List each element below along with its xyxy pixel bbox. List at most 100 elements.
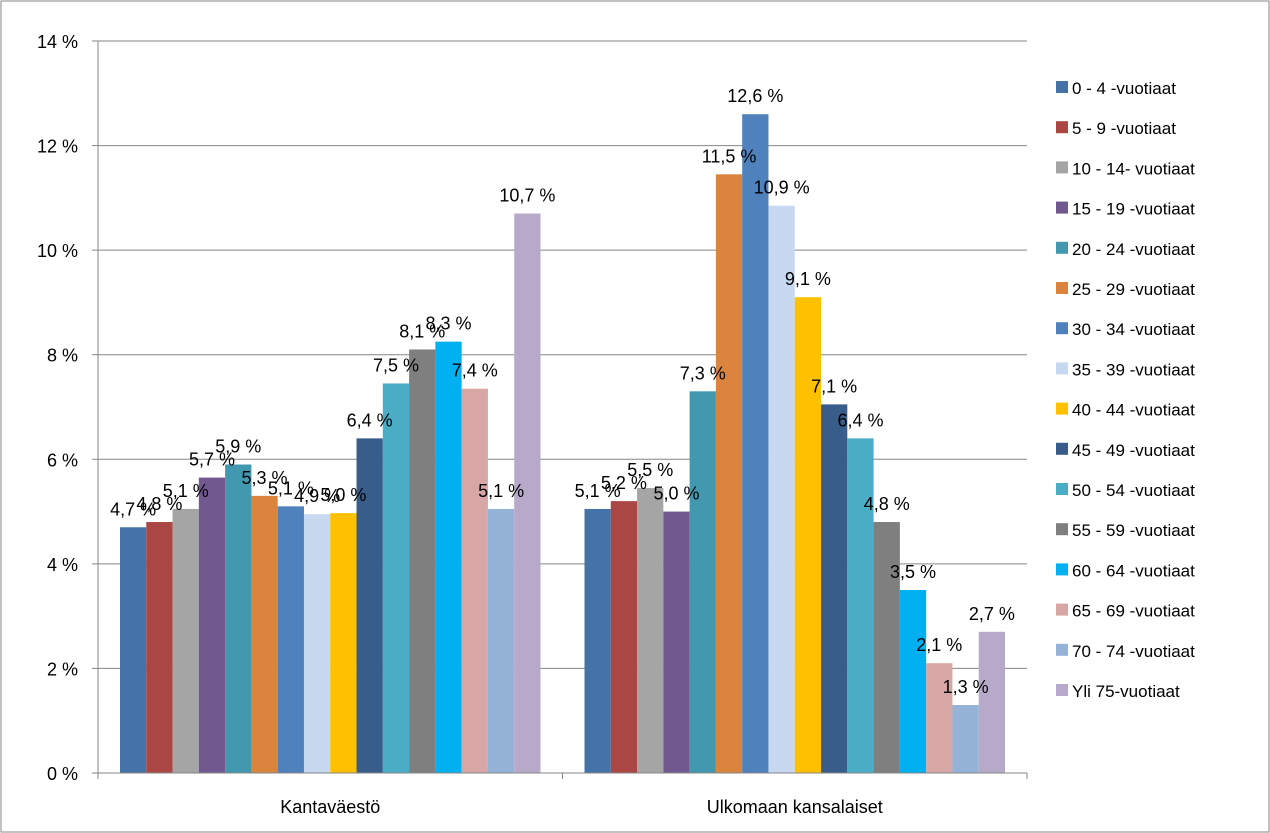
legend-swatch xyxy=(1056,81,1068,93)
bar-value-label: 5,1 % xyxy=(478,481,524,501)
y-tick-label: 12 % xyxy=(37,137,78,157)
bar-value-label: 7,5 % xyxy=(373,355,419,375)
legend-swatch xyxy=(1056,643,1068,656)
bar-value-label: 11,5 % xyxy=(702,146,757,166)
legend-label: 15 - 19 -vuotiaat xyxy=(1072,200,1195,219)
bar-value-label: 5,5 % xyxy=(627,460,673,480)
bar-value-label: 12,6 % xyxy=(727,86,783,106)
legend-swatch xyxy=(1056,241,1068,254)
bar xyxy=(225,464,252,773)
bar-value-label: 9,1 % xyxy=(785,269,831,289)
bar-value-label: 5,0 % xyxy=(320,485,366,505)
legend-swatch xyxy=(1056,603,1068,616)
legend-swatch xyxy=(1056,442,1068,455)
bar xyxy=(172,508,199,773)
bar-value-label: 4,7 % xyxy=(110,499,156,519)
y-tick-label: 4 % xyxy=(47,555,78,575)
bar-value-label: 8,3 % xyxy=(426,314,472,334)
bar-value-label: 5,2 % xyxy=(601,473,647,493)
legend-swatch xyxy=(1056,684,1068,696)
bar-value-label: 5,9 % xyxy=(215,437,261,457)
bar xyxy=(198,477,226,773)
bar xyxy=(952,705,979,773)
legend-label: 45 - 49 -vuotiaat xyxy=(1072,441,1195,460)
bar xyxy=(514,213,541,774)
bar xyxy=(768,205,795,773)
bar xyxy=(715,174,743,774)
bar-value-label: 5,0 % xyxy=(653,484,699,504)
bar-value-label: 4,8 % xyxy=(864,494,910,514)
bar xyxy=(742,114,769,773)
axes: 0 % 2 % 4 % 6 % 8 % 10 % 12 % 14 % Kantaväestö Ul… xyxy=(37,32,1028,817)
x-tick-label: Kantaväestö xyxy=(280,797,380,817)
bar xyxy=(610,501,638,773)
bar xyxy=(277,506,304,773)
legend-swatch xyxy=(1056,121,1068,134)
bar xyxy=(847,438,874,773)
legend-label: 35 - 39 -vuotiaat xyxy=(1072,360,1195,379)
legend-label: 40 - 44 -vuotiaat xyxy=(1072,401,1195,420)
bar xyxy=(821,404,848,773)
bar xyxy=(382,383,410,773)
bar xyxy=(584,508,611,773)
y-tick-label: 6 % xyxy=(47,450,78,470)
bar-value-label: 7,1 % xyxy=(811,376,857,396)
bar xyxy=(873,522,900,773)
bar-value-label: 6,4 % xyxy=(837,410,883,430)
bar xyxy=(330,513,357,773)
bar xyxy=(461,388,488,773)
bar xyxy=(926,663,953,773)
legend-label: 70 - 74 -vuotiaat xyxy=(1072,642,1195,661)
legend-label: 30 - 34 -vuotiaat xyxy=(1072,320,1195,339)
legend-label: 60 - 64 -vuotiaat xyxy=(1072,561,1195,580)
y-tick-label: 8 % xyxy=(47,346,78,366)
legend-swatch xyxy=(1056,201,1068,214)
legend-swatch xyxy=(1056,402,1068,415)
legend-swatch xyxy=(1056,322,1068,335)
bar-value-label: 4,9 % xyxy=(294,486,340,506)
bars xyxy=(120,114,1005,774)
legend-swatch xyxy=(1056,523,1068,536)
legend-label: 65 - 69 -vuotiaat xyxy=(1072,602,1195,621)
bar xyxy=(435,341,462,773)
legend-label: 25 - 29 -vuotiaat xyxy=(1072,280,1195,299)
y-tick-label: 2 % xyxy=(47,659,78,679)
y-tick-label: 14 % xyxy=(37,32,78,52)
bar xyxy=(356,438,383,773)
bar xyxy=(663,511,690,773)
bar-value-label: 10,9 % xyxy=(754,178,810,198)
bar-value-label: 5,7 % xyxy=(189,450,235,470)
bar-value-label: 7,3 % xyxy=(680,363,726,383)
bar xyxy=(146,522,173,773)
legend-swatch xyxy=(1056,563,1068,576)
legend-swatch xyxy=(1056,483,1068,495)
legend-label: 50 - 54 -vuotiaat xyxy=(1072,481,1195,500)
legend-label: 55 - 59 -vuotiaat xyxy=(1072,521,1195,540)
bar-value-label: 4,8 % xyxy=(136,494,182,514)
bar xyxy=(978,631,1005,773)
bar xyxy=(487,508,515,773)
bar xyxy=(689,391,716,773)
bar-value-label: 1,3 % xyxy=(943,677,989,697)
bar xyxy=(637,488,664,773)
legend-label: 0 - 4 -vuotiaat xyxy=(1072,79,1176,98)
bar xyxy=(120,527,147,773)
legend-label: 20 - 24 -vuotiaat xyxy=(1072,240,1195,259)
bar-value-label: 5,1 % xyxy=(575,481,621,501)
x-tick-label: Ulkomaan kansalaiset xyxy=(707,797,883,817)
bar xyxy=(899,590,927,773)
data-labels: 4,7 %5,1 %4,8 %5,2 %5,1 %5,5 %5,7 %5,0 %… xyxy=(110,86,1015,697)
y-tick-label: 0 % xyxy=(47,764,78,784)
legend-swatch xyxy=(1056,282,1068,294)
bar-value-label: 7,4 % xyxy=(452,361,498,381)
legend-label: Yli 75-vuotiaat xyxy=(1072,682,1180,701)
bar-value-label: 5,3 % xyxy=(242,468,288,488)
legend-label: 5 - 9 -vuotiaat xyxy=(1072,119,1176,138)
bar-value-label: 8,1 % xyxy=(399,321,445,341)
bar xyxy=(303,514,331,773)
bar-value-label: 2,1 % xyxy=(916,635,962,655)
legend: 0 - 4 -vuotiaat 5 - 9 -vuotiaat 10 - 14- v… xyxy=(1056,79,1195,701)
bar-value-label: 6,4 % xyxy=(347,410,393,430)
